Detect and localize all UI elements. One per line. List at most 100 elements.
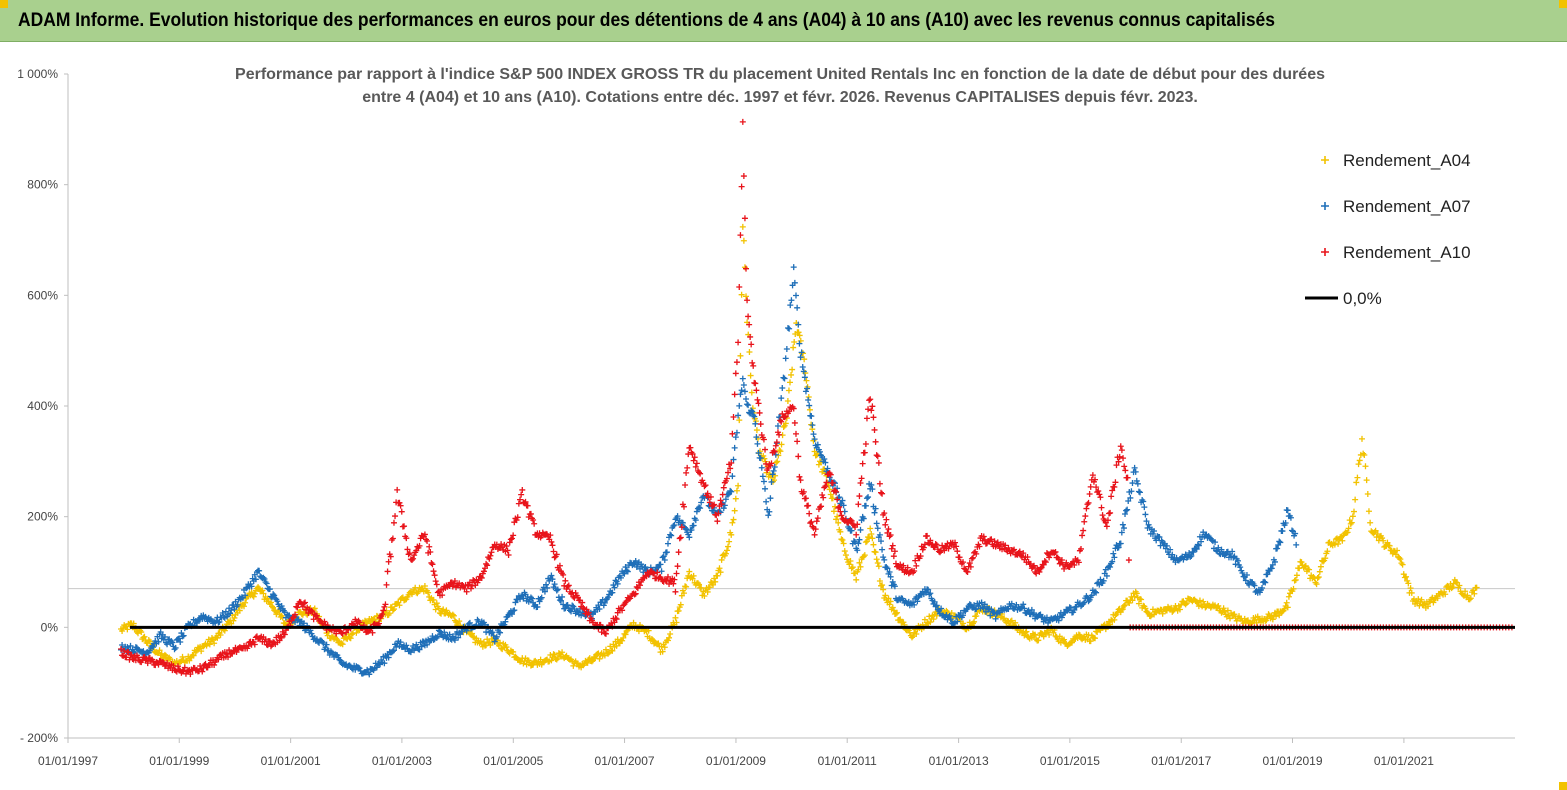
data-point: [396, 602, 403, 609]
data-point: [755, 449, 762, 456]
data-point: [661, 644, 668, 651]
data-point: [1251, 582, 1258, 589]
corner-mark-top-left: [0, 0, 8, 8]
data-point: [910, 633, 917, 640]
data-point: [1092, 588, 1099, 595]
data-point: [1149, 530, 1156, 537]
data-point: [1033, 570, 1040, 577]
data-point: [308, 630, 315, 637]
data-point: [978, 599, 985, 606]
data-point: [824, 465, 831, 472]
data-point: [395, 599, 402, 606]
data-point: [261, 575, 268, 582]
data-point: [428, 559, 435, 566]
data-point: [601, 599, 608, 606]
data-point: [176, 635, 183, 642]
data-point: [933, 612, 940, 619]
data-point: [1316, 568, 1323, 575]
data-point: [266, 586, 273, 593]
data-point: [772, 442, 779, 449]
data-point: [568, 608, 575, 615]
data-point: [867, 396, 874, 403]
data-point: [1403, 573, 1410, 580]
data-point: [730, 413, 737, 420]
data-point: [1380, 537, 1387, 544]
data-point: [863, 495, 870, 502]
data-point: [726, 538, 733, 545]
data-point: [513, 517, 520, 524]
data-point: [728, 488, 735, 495]
data-point: [862, 440, 869, 447]
data-point: [266, 638, 273, 645]
data-point: [525, 514, 532, 521]
data-point: [697, 470, 704, 477]
data-point: [812, 526, 819, 533]
data-point: [816, 448, 823, 455]
data-point: [834, 513, 841, 520]
data-point: [1055, 617, 1062, 624]
data-point: [1129, 480, 1136, 487]
data-point: [941, 547, 948, 554]
data-point: [467, 585, 474, 592]
data-point: [733, 359, 740, 366]
data-point: [781, 414, 788, 421]
data-point: [737, 352, 744, 359]
data-point: [469, 630, 476, 637]
data-point: [1123, 507, 1130, 514]
legend-plus-swatch: [1321, 156, 1329, 164]
data-point: [1212, 539, 1219, 546]
data-point: [1306, 566, 1313, 573]
data-point: [510, 532, 517, 539]
data-point: [689, 575, 696, 582]
x-tick-label: 01/01/2011: [818, 754, 877, 768]
data-point: [763, 498, 770, 505]
data-point: [920, 544, 927, 551]
data-point: [243, 585, 250, 592]
data-point: [1021, 632, 1028, 639]
data-point: [1122, 511, 1129, 518]
data-point: [1084, 501, 1091, 508]
data-point: [1234, 557, 1241, 564]
data-point: [1254, 613, 1261, 620]
data-point: [1194, 541, 1201, 548]
data-point: [262, 636, 269, 643]
data-point: [434, 633, 441, 640]
data-point: [796, 340, 803, 347]
data-point: [1113, 462, 1120, 469]
data-point: [398, 508, 405, 515]
data-point: [1293, 541, 1300, 548]
data-point: [804, 385, 811, 392]
legend-label: 0,0%: [1343, 289, 1382, 308]
data-point: [881, 510, 888, 517]
data-point: [872, 438, 879, 445]
data-point: [946, 612, 953, 619]
data-point: [805, 394, 812, 401]
data-point: [507, 536, 514, 543]
data-point: [950, 620, 957, 627]
data-point: [413, 641, 420, 648]
data-point: [144, 660, 151, 667]
data-point: [230, 617, 237, 624]
legend-box: [1292, 132, 1492, 328]
data-point: [875, 563, 882, 570]
data-point: [532, 657, 539, 664]
data-point: [890, 553, 897, 560]
data-point: [697, 505, 704, 512]
data-point: [732, 434, 739, 441]
data-point: [837, 528, 844, 535]
data-point: [353, 629, 360, 636]
data-point: [531, 520, 538, 527]
data-point: [1140, 498, 1147, 505]
data-point: [876, 531, 883, 538]
data-point: [1284, 507, 1291, 514]
data-point: [190, 652, 197, 659]
data-point: [784, 325, 791, 332]
data-point: [727, 487, 734, 494]
data-point: [698, 584, 705, 591]
data-point: [889, 542, 896, 549]
data-point: [981, 536, 988, 543]
data-point: [675, 549, 682, 556]
data-point: [486, 555, 493, 562]
data-point: [865, 406, 872, 413]
data-point: [119, 627, 126, 634]
